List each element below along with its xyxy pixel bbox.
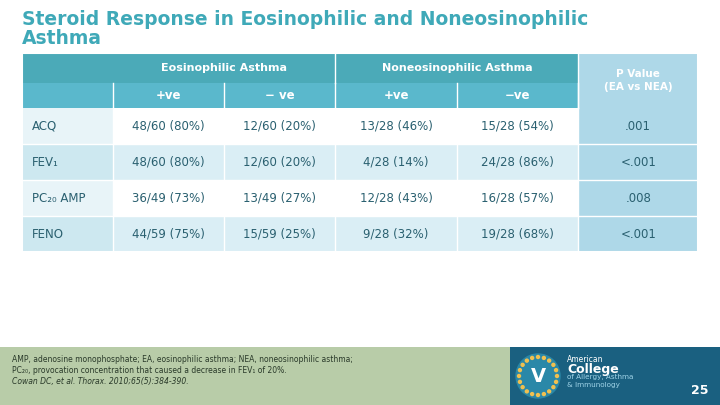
Text: 24/28 (86%): 24/28 (86%) — [481, 156, 554, 168]
Text: −ve: −ve — [505, 89, 531, 102]
Text: 36/49 (73%): 36/49 (73%) — [132, 192, 204, 205]
Text: +ve: +ve — [383, 89, 409, 102]
Circle shape — [548, 390, 551, 393]
Text: V: V — [531, 367, 546, 386]
Text: Eosinophilic Asthma: Eosinophilic Asthma — [161, 63, 287, 73]
Bar — [113, 108, 224, 144]
Bar — [336, 108, 457, 144]
Bar — [336, 83, 457, 108]
Bar — [457, 180, 578, 216]
Text: 25: 25 — [690, 384, 708, 397]
Circle shape — [536, 356, 539, 358]
Text: ACQ: ACQ — [32, 119, 58, 132]
Circle shape — [554, 380, 557, 384]
Bar — [336, 144, 457, 180]
Text: <.001: <.001 — [621, 156, 656, 168]
Text: 13/28 (46%): 13/28 (46%) — [359, 119, 433, 132]
Text: − ve: − ve — [265, 89, 294, 102]
Text: Cowan DC, et al. Thorax. 2010;65(5):384-390.: Cowan DC, et al. Thorax. 2010;65(5):384-… — [12, 377, 189, 386]
Circle shape — [552, 386, 555, 389]
Circle shape — [542, 356, 545, 359]
Bar — [113, 53, 336, 83]
Text: 15/28 (54%): 15/28 (54%) — [481, 119, 554, 132]
Text: FENO: FENO — [32, 228, 64, 241]
Circle shape — [552, 363, 555, 367]
Bar — [22, 144, 113, 180]
Text: of Allergy, Asthma: of Allergy, Asthma — [567, 374, 634, 380]
Circle shape — [536, 394, 539, 396]
Bar — [22, 108, 113, 144]
Bar — [113, 180, 224, 216]
Bar — [578, 180, 698, 216]
Bar — [224, 216, 336, 252]
Text: 12/28 (43%): 12/28 (43%) — [359, 192, 433, 205]
Circle shape — [548, 359, 551, 362]
Text: 48/60 (80%): 48/60 (80%) — [132, 119, 204, 132]
Text: 15/59 (25%): 15/59 (25%) — [243, 228, 316, 241]
Circle shape — [521, 386, 524, 389]
Text: 44/59 (75%): 44/59 (75%) — [132, 228, 204, 241]
Bar — [22, 180, 113, 216]
Bar — [578, 108, 698, 144]
Bar — [578, 216, 698, 252]
Circle shape — [556, 375, 559, 377]
Bar — [22, 216, 113, 252]
Text: 12/60 (20%): 12/60 (20%) — [243, 156, 316, 168]
Bar — [457, 144, 578, 180]
Text: 19/28 (68%): 19/28 (68%) — [481, 228, 554, 241]
Bar — [0, 347, 510, 405]
Bar — [336, 216, 457, 252]
Circle shape — [518, 380, 521, 384]
Bar — [224, 83, 336, 108]
Text: American: American — [567, 355, 603, 364]
Bar — [224, 144, 336, 180]
Text: Asthma: Asthma — [22, 29, 102, 48]
Text: AMP, adenosine monophosphate; EA, eosinophilic asthma; NEA, noneosinophilic asth: AMP, adenosine monophosphate; EA, eosino… — [12, 355, 353, 364]
Bar — [457, 83, 578, 108]
Circle shape — [531, 392, 534, 396]
Text: 13/49 (27%): 13/49 (27%) — [243, 192, 316, 205]
Circle shape — [516, 354, 560, 398]
Text: P Value
(EA vs NEA): P Value (EA vs NEA) — [604, 69, 672, 92]
Text: PC₂₀ AMP: PC₂₀ AMP — [32, 192, 86, 205]
Circle shape — [521, 363, 524, 367]
Bar — [336, 53, 578, 83]
Text: .008: .008 — [625, 192, 651, 205]
Circle shape — [526, 390, 528, 393]
Bar — [457, 216, 578, 252]
Bar — [224, 108, 336, 144]
Text: FEV₁: FEV₁ — [32, 156, 59, 168]
Bar — [113, 83, 224, 108]
Bar — [22, 83, 113, 108]
Text: Steroid Response in Eosinophilic and Noneosinophilic: Steroid Response in Eosinophilic and Non… — [22, 10, 588, 29]
Bar — [22, 53, 113, 83]
Circle shape — [531, 356, 534, 359]
Text: .001: .001 — [625, 119, 651, 132]
Bar — [224, 180, 336, 216]
Text: 16/28 (57%): 16/28 (57%) — [481, 192, 554, 205]
Bar — [113, 216, 224, 252]
Text: PC₂₀, provocation concentration that caused a decrease in FEV₁ of 20%.: PC₂₀, provocation concentration that cau… — [12, 366, 287, 375]
Circle shape — [526, 359, 528, 362]
Text: <.001: <.001 — [621, 228, 656, 241]
Text: Noneosinophilic Asthma: Noneosinophilic Asthma — [382, 63, 532, 73]
Circle shape — [554, 369, 557, 372]
Bar — [578, 53, 698, 108]
Text: +ve: +ve — [156, 89, 181, 102]
Text: 12/60 (20%): 12/60 (20%) — [243, 119, 316, 132]
Bar — [113, 144, 224, 180]
Bar — [336, 180, 457, 216]
Bar — [510, 347, 720, 405]
Bar — [457, 108, 578, 144]
Text: 48/60 (80%): 48/60 (80%) — [132, 156, 204, 168]
Circle shape — [518, 375, 521, 377]
Bar — [578, 144, 698, 180]
Text: & Immunology: & Immunology — [567, 382, 620, 388]
Text: College: College — [567, 363, 618, 376]
Text: 9/28 (32%): 9/28 (32%) — [364, 228, 428, 241]
Text: 4/28 (14%): 4/28 (14%) — [364, 156, 429, 168]
Circle shape — [518, 369, 521, 372]
Circle shape — [542, 392, 545, 396]
